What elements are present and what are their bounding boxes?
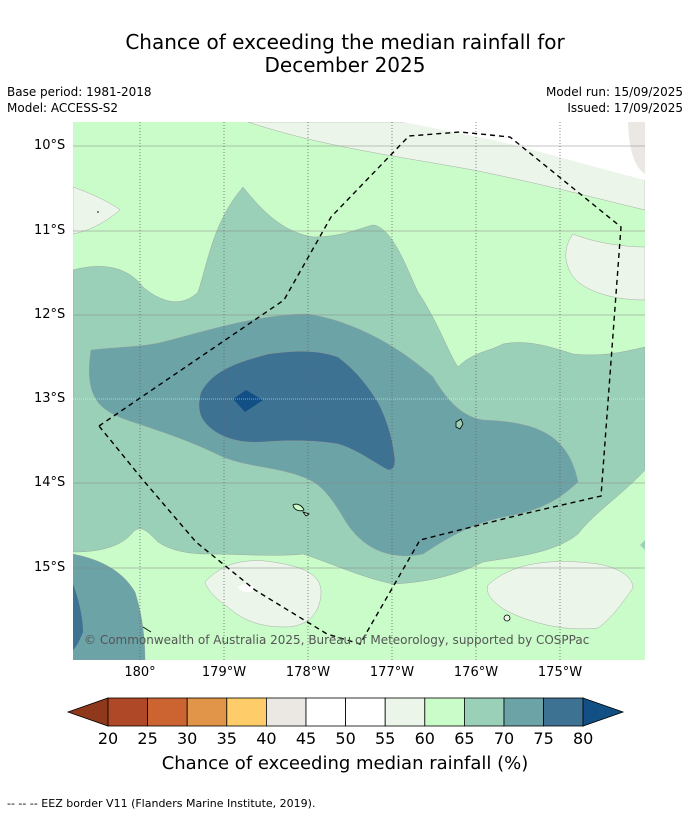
colorbar-tick-label: 45 <box>295 729 317 748</box>
zone-50-55-top <box>403 122 645 180</box>
zone-55-60-bottom-left <box>204 560 322 628</box>
colorbar-cell <box>503 697 544 727</box>
colorbar-tick-label: 60 <box>414 729 435 748</box>
island-line <box>142 626 152 633</box>
colorbar-cell <box>543 697 584 727</box>
colorbar-cell <box>463 697 505 727</box>
colorbar-tick-label: 65 <box>454 729 475 748</box>
island-small <box>503 614 511 622</box>
colorbar-low-arrow <box>66 697 109 727</box>
title-line-1: Chance of exceeding the median rainfall … <box>125 30 565 54</box>
meta-right: Model run: 15/09/2025 Issued: 17/09/2025 <box>546 84 683 116</box>
lat-label-13s: 13°S <box>34 391 66 406</box>
lon-label-178w: 178°W <box>285 665 331 680</box>
colorbar-cell <box>424 697 465 727</box>
colorbar-high-arrow <box>582 697 625 727</box>
colorbar-label: Chance of exceeding median rainfall (%) <box>161 753 529 774</box>
chart-title: Chance of exceeding the median rainfall … <box>0 31 690 77</box>
meta-left: Base period: 1981-2018 Model: ACCESS-S2 <box>7 84 152 116</box>
lon-label-177w: 177°W <box>369 665 415 680</box>
eez-border <box>97 131 622 645</box>
colorbar-cell <box>384 697 426 727</box>
colorbar-cell <box>305 697 346 727</box>
colorbar-cell <box>186 697 228 727</box>
zone-75-80-bottom <box>73 584 83 650</box>
colorbar-tick-label: 20 <box>97 729 119 748</box>
island-wallis <box>292 503 310 517</box>
colorbar-cell <box>226 697 267 727</box>
lon-label-175w: 175°W <box>537 665 583 680</box>
lat-label-11s: 11°S <box>34 223 66 238</box>
zone-55-60-right <box>565 233 645 301</box>
map-svg <box>73 122 645 660</box>
lon-label-176w: 176°W <box>453 665 499 680</box>
eez-footnote: -- -- -- EEZ border V11 (Flanders Marine… <box>7 797 316 810</box>
base-period: Base period: 1981-2018 <box>7 85 152 99</box>
colorbar-tick-label: 75 <box>533 729 554 748</box>
copyright-notice: © Commonwealth of Australia 2025, Bureau… <box>84 633 590 647</box>
colorbar-tick-label: 50 <box>335 729 356 748</box>
lat-label-12s: 12°S <box>34 307 66 322</box>
colorbar-cell <box>345 697 386 727</box>
lat-label-15s: 15°S <box>34 560 66 575</box>
model-run: Model run: 15/09/2025 <box>545 85 683 99</box>
zone-65-70-edge <box>640 540 645 550</box>
model-name: Model: ACCESS-S2 <box>7 101 119 115</box>
colorbar-tick-label: 70 <box>493 729 515 748</box>
zone-55-60-bottom-right <box>487 561 634 630</box>
colorbar-tick-label: 80 <box>573 729 594 748</box>
colorbar-tick-label: 40 <box>256 729 277 748</box>
forecast-map <box>73 122 645 660</box>
colorbar-cells <box>107 697 584 727</box>
colorbar-tick-label: 35 <box>216 729 237 748</box>
issued-date: Issued: 17/09/2025 <box>567 101 683 115</box>
colorbar <box>66 697 625 727</box>
zone-50-55-bottom-left <box>238 584 255 593</box>
colorbar-cell <box>147 697 188 727</box>
colorbar-tick-label: 30 <box>177 729 198 748</box>
lat-label-14s: 14°S <box>34 475 66 490</box>
colorbar-cell <box>265 697 307 727</box>
zone-80-plus <box>233 390 263 412</box>
island-dot <box>97 211 99 213</box>
lat-gridlines <box>73 145 645 569</box>
lon-label-180: 180° <box>124 665 156 680</box>
zone-70-75-bottom <box>73 553 146 660</box>
title-line-2: December 2025 <box>264 53 426 77</box>
zone-40-45-corner <box>628 122 645 174</box>
zone-75-80 <box>198 351 396 471</box>
colorbar-tick-label: 55 <box>375 729 396 748</box>
lat-label-10s: 10°S <box>34 138 66 153</box>
island-niuafoou <box>455 418 464 430</box>
colorbar-cell <box>107 697 148 727</box>
lon-label-179w: 179°W <box>201 665 247 680</box>
colorbar-tick-label: 25 <box>137 729 158 748</box>
